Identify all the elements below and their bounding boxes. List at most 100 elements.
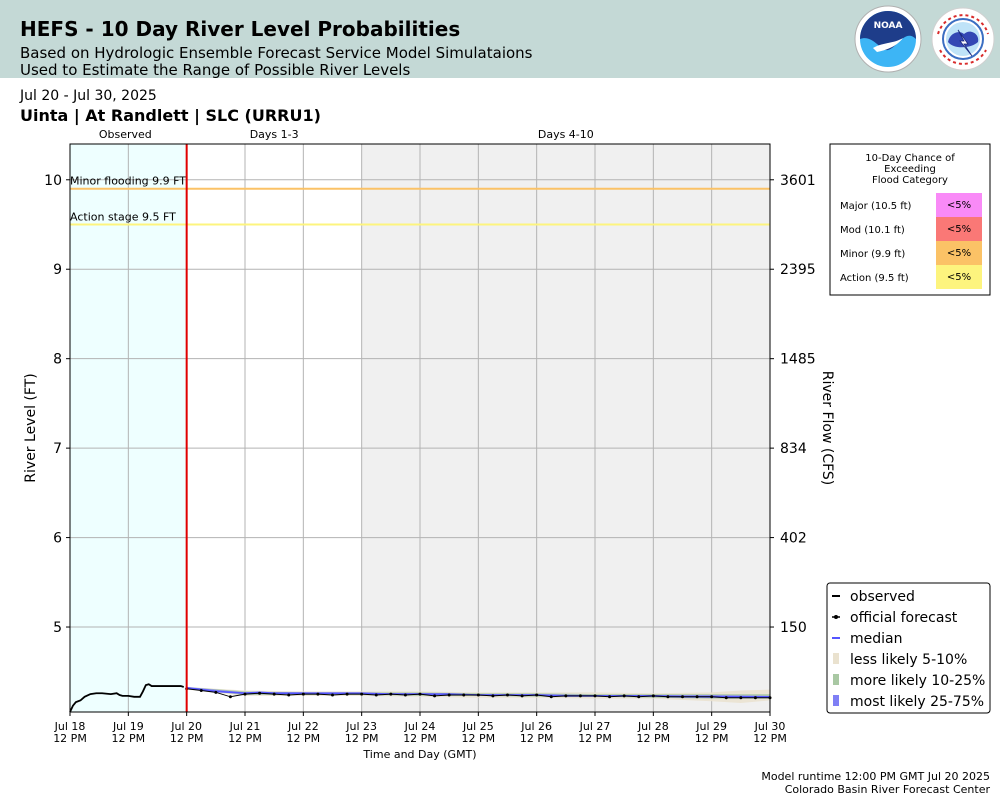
official-forecast-point xyxy=(593,694,597,698)
official-forecast-point xyxy=(331,693,334,697)
x-tick-time-4: 12 PM xyxy=(287,732,321,745)
legend-swatch-5 xyxy=(833,695,839,706)
x-tick-day-5: Jul 23 xyxy=(345,720,377,733)
table-category-1: Mod (10.1 ft) xyxy=(840,225,905,236)
official-forecast-point xyxy=(739,696,743,700)
region-label-2: Days 4-10 xyxy=(538,128,594,141)
official-forecast-point xyxy=(753,696,757,700)
y-tick-label-3: 8 xyxy=(53,352,62,368)
subtitle-line-2: Used to Estimate the Range of Possible R… xyxy=(20,61,411,79)
threshold-label-0: Minor flooding 9.9 FT xyxy=(70,175,186,188)
legend-label-5: most likely 25-75% xyxy=(850,694,984,710)
official-forecast-point xyxy=(520,694,524,698)
series-lines xyxy=(69,683,772,713)
y2-tick-label-5: 3601 xyxy=(780,173,816,189)
x-tick-time-11: 12 PM xyxy=(695,732,729,745)
x-tick-time-10: 12 PM xyxy=(637,732,671,745)
official-forecast-point xyxy=(228,695,232,699)
y-tick-label-4: 9 xyxy=(53,262,62,278)
official-forecast-point xyxy=(214,690,218,694)
x-tick-day-1: Jul 19 xyxy=(112,720,144,733)
official-forecast-point xyxy=(710,695,714,699)
x-tick-time-7: 12 PM xyxy=(462,732,496,745)
subtitle-line-1: Based on Hydrologic Ensemble Forecast Se… xyxy=(20,44,533,62)
x-tick-day-7: Jul 25 xyxy=(462,720,494,733)
official-forecast-point xyxy=(724,696,728,700)
official-forecast-point xyxy=(243,692,247,696)
header-banner: HEFS - 10 Day River Level Probabilities … xyxy=(0,0,1000,79)
threshold-label-1: Action stage 9.5 FT xyxy=(70,211,176,224)
y2-tick-label-2: 834 xyxy=(780,441,807,457)
official-forecast-point xyxy=(608,695,612,699)
region-2 xyxy=(361,144,770,712)
x-tick-time-5: 12 PM xyxy=(345,732,379,745)
official-forecast-point xyxy=(418,692,422,696)
y2-tick-label-0: 150 xyxy=(780,620,807,636)
official-forecast-point xyxy=(462,693,466,697)
x-tick-day-0: Jul 18 xyxy=(54,720,86,733)
legend-label-3: less likely 5-10% xyxy=(850,652,967,668)
official-forecast-point xyxy=(258,691,262,695)
legend-label-0: observed xyxy=(850,589,915,605)
legend-marker-1 xyxy=(834,615,838,619)
x-tick-time-9: 12 PM xyxy=(578,732,612,745)
date-range: Jul 20 - Jul 30, 2025 xyxy=(20,88,157,104)
x-tick-time-3: 12 PM xyxy=(228,732,262,745)
official-forecast-point xyxy=(403,693,407,697)
legend-label-2: median xyxy=(850,631,902,647)
official-forecast-point xyxy=(491,694,495,698)
y-tick-label-2: 7 xyxy=(53,441,62,457)
official-forecast-point xyxy=(272,692,276,696)
x-tick-day-6: Jul 24 xyxy=(404,720,436,733)
table-title-line-1: Exceeding xyxy=(884,164,936,175)
x-axis-label: Time and Day (GMT) xyxy=(362,748,476,761)
official-forecast-point xyxy=(578,694,582,698)
official-forecast-point xyxy=(389,692,393,696)
official-forecast-point xyxy=(360,692,364,696)
noaa-logo: NOAA xyxy=(854,5,922,73)
official-forecast-point xyxy=(622,694,626,698)
table-chance-cell-1 xyxy=(936,217,982,241)
legend-label-4: more likely 10-25% xyxy=(850,673,985,689)
chart-legend: observed official forecast median less like… xyxy=(826,582,991,714)
legend-box xyxy=(826,582,991,714)
x-tick-time-1: 12 PM xyxy=(112,732,146,745)
region-label-1: Days 1-3 xyxy=(250,128,299,141)
x-tick-day-8: Jul 26 xyxy=(520,720,552,733)
x-tick-day-3: Jul 21 xyxy=(229,720,261,733)
x-tick-day-4: Jul 22 xyxy=(287,720,319,733)
table-category-0: Major (10.5 ft) xyxy=(840,201,912,212)
table-chance-1: <5% xyxy=(947,224,971,235)
official-forecast-point xyxy=(374,693,378,697)
x-tick-day-10: Jul 28 xyxy=(637,720,669,733)
official-forecast-point xyxy=(666,695,670,699)
observed-line xyxy=(69,683,185,713)
official-forecast-point xyxy=(637,695,641,699)
table-chance-cell-3 xyxy=(936,265,982,289)
nws-logo xyxy=(931,7,995,71)
official-forecast-point xyxy=(651,694,655,698)
page-title: HEFS - 10 Day River Level Probabilities xyxy=(20,17,461,41)
legend-swatch-4 xyxy=(833,674,839,685)
y-tick-label-0: 5 xyxy=(53,620,62,636)
official-forecast-point xyxy=(301,692,305,696)
legend-swatch-3 xyxy=(833,653,839,664)
region-label-0: Observed xyxy=(99,128,152,141)
x-tick-day-11: Jul 29 xyxy=(695,720,727,733)
y2-tick-label-4: 2395 xyxy=(780,262,816,278)
table-chance-cell-2 xyxy=(936,241,982,265)
x-tick-time-0: 12 PM xyxy=(53,732,87,745)
x-tick-day-2: Jul 20 xyxy=(170,720,202,733)
x-tick-time-8: 12 PM xyxy=(520,732,554,745)
y2-tick-label-3: 1485 xyxy=(780,352,816,368)
x-tick-time-12: 12 PM xyxy=(753,732,787,745)
table-chance-3: <5% xyxy=(947,272,971,283)
table-chance-cell-0 xyxy=(936,193,982,217)
y-axis-label: River Level (FT) xyxy=(23,373,39,482)
table-category-2: Minor (9.9 ft) xyxy=(840,249,905,260)
official-forecast-point xyxy=(433,694,437,698)
official-forecast-point xyxy=(681,695,684,699)
y-tick-label-5: 10 xyxy=(44,173,62,189)
